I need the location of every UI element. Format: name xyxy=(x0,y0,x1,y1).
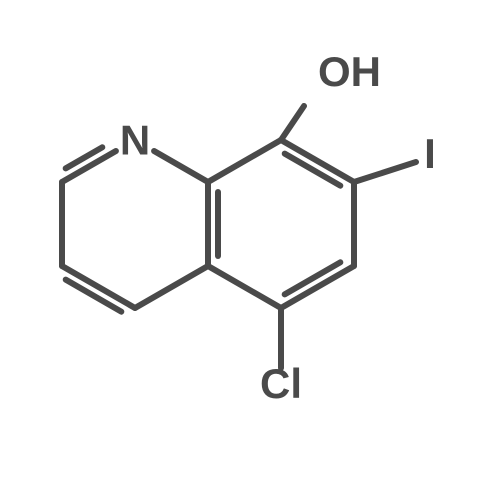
molecule-diagram: N OH I Cl xyxy=(0,0,500,500)
atom-label-n: N xyxy=(120,117,150,164)
substituent-label-cl: Cl xyxy=(260,360,302,407)
substituent-label-i: I xyxy=(424,130,436,177)
substituent-label-oh: OH xyxy=(318,48,381,95)
